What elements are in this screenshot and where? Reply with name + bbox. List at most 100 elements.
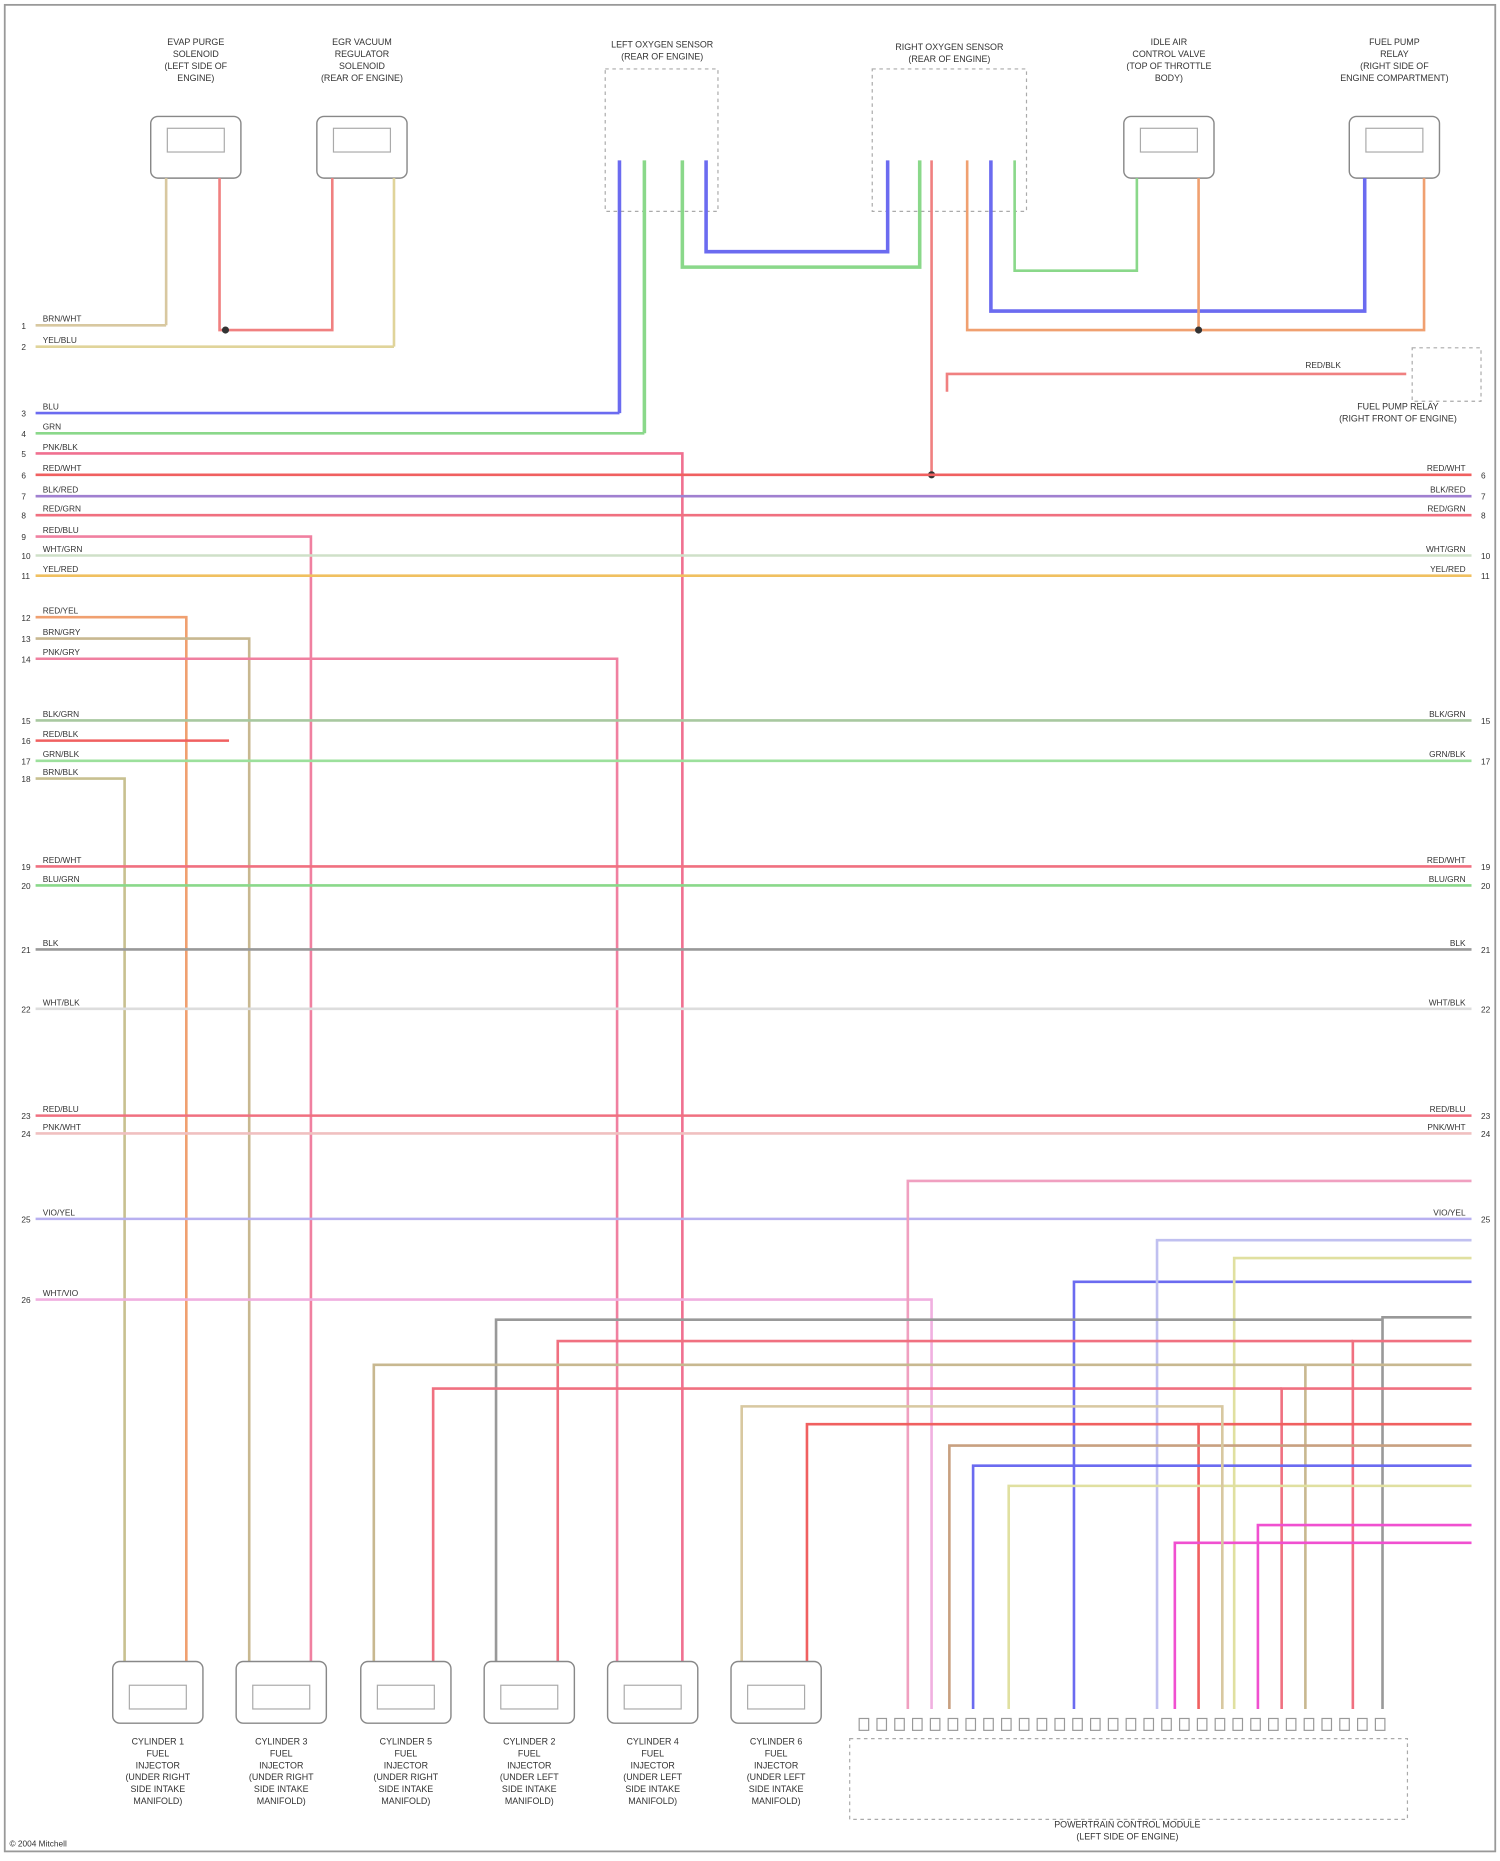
connector-body bbox=[376, 1684, 435, 1710]
wire-code: RED/GRN bbox=[1427, 504, 1465, 514]
wire-code: BLK bbox=[1450, 938, 1466, 948]
pcm-pin bbox=[1321, 1717, 1333, 1731]
pin-number: 11 bbox=[21, 571, 30, 581]
wire bbox=[1155, 1238, 1472, 1709]
pin-number: 21 bbox=[21, 945, 31, 955]
component-label: MANIFOLD) bbox=[381, 1796, 430, 1806]
component-label: LEFT OXYGEN SENSOR bbox=[611, 40, 714, 50]
pin-number: 1 bbox=[21, 321, 26, 331]
component-label: (UNDER LEFT bbox=[623, 1772, 682, 1782]
pin-number: 8 bbox=[1481, 511, 1486, 521]
wire-code: RED/YEL bbox=[43, 606, 79, 616]
connector bbox=[606, 1660, 699, 1724]
component-label: FUEL PUMP bbox=[1369, 37, 1420, 47]
component-label: INJECTOR bbox=[259, 1760, 304, 1770]
connector bbox=[235, 1660, 328, 1724]
pin-number: 19 bbox=[21, 862, 31, 872]
connector bbox=[360, 1660, 452, 1724]
pin-number: 24 bbox=[21, 1129, 31, 1139]
wire-code: GRN/BLK bbox=[43, 749, 80, 759]
pin-number: 24 bbox=[1481, 1129, 1491, 1139]
component-label: MANIFOLD) bbox=[505, 1796, 554, 1806]
pcm-pin bbox=[876, 1717, 888, 1731]
connector-body bbox=[623, 1684, 682, 1710]
wire-code: BLU bbox=[43, 402, 59, 412]
component-label: POWERTRAIN CONTROL MODULE bbox=[1054, 1820, 1200, 1830]
connector-outline bbox=[604, 68, 719, 212]
pin-number: 6 bbox=[21, 470, 26, 480]
wire-code: WHT/GRN bbox=[43, 544, 83, 554]
component-label: FUEL bbox=[765, 1748, 788, 1758]
wire-code: VIO/YEL bbox=[1433, 1207, 1466, 1217]
pin-number: 10 bbox=[21, 551, 31, 561]
wire-code: VIO/YEL bbox=[43, 1207, 76, 1217]
wire-code: RED/BLK bbox=[1305, 360, 1341, 370]
wire bbox=[35, 615, 188, 1662]
wire bbox=[35, 777, 126, 1662]
wire bbox=[1013, 160, 1139, 272]
wire-code: PNK/GRY bbox=[43, 647, 81, 657]
pin-number: 20 bbox=[1481, 881, 1491, 891]
component-label: CONTROL VALVE bbox=[1132, 49, 1205, 59]
component-label: CYLINDER 5 bbox=[380, 1737, 432, 1747]
component-label: CYLINDER 2 bbox=[503, 1737, 555, 1747]
pcm-outline bbox=[849, 1738, 1409, 1820]
component-label: SOLENOID bbox=[173, 49, 219, 59]
relay-outline bbox=[1411, 347, 1482, 402]
component-label: RELAY bbox=[1380, 49, 1409, 59]
pin-number: 23 bbox=[21, 1111, 31, 1121]
wire bbox=[218, 178, 334, 332]
component-label: CYLINDER 1 bbox=[132, 1737, 184, 1747]
wire-code: RED/BLU bbox=[43, 1104, 79, 1114]
component-label: INJECTOR bbox=[507, 1760, 552, 1770]
pcm-pin bbox=[1357, 1717, 1368, 1731]
component-label: (TOP OF THROTTLE bbox=[1126, 61, 1211, 71]
wire bbox=[372, 1363, 1306, 1662]
component-label: INJECTOR bbox=[136, 1760, 181, 1770]
pin-number: 15 bbox=[1481, 716, 1491, 726]
wire-code: YEL/BLU bbox=[43, 335, 77, 345]
wire bbox=[948, 1444, 1472, 1709]
component-label: SIDE INTAKE bbox=[502, 1784, 557, 1794]
connector-body bbox=[500, 1684, 559, 1710]
component-label: SIDE INTAKE bbox=[254, 1784, 309, 1794]
pcm-pin bbox=[1339, 1717, 1350, 1731]
wire bbox=[1173, 1541, 1472, 1709]
component-label: RIGHT OXYGEN SENSOR bbox=[895, 42, 1004, 52]
wire bbox=[431, 1387, 1282, 1662]
wire bbox=[945, 372, 1407, 392]
wire-code: RED/WHT bbox=[1427, 855, 1466, 865]
component-label: (RIGHT FRONT OF ENGINE) bbox=[1339, 413, 1457, 423]
pin-number: 13 bbox=[21, 634, 31, 644]
component-label: (UNDER RIGHT bbox=[249, 1772, 314, 1782]
pin-number: 12 bbox=[21, 613, 31, 623]
component-label: (UNDER RIGHT bbox=[125, 1772, 190, 1782]
wire-code: RED/WHT bbox=[43, 855, 82, 865]
wire bbox=[1007, 1484, 1472, 1709]
wire-code: RED/BLU bbox=[43, 525, 79, 535]
wire-code: BLU/GRN bbox=[43, 874, 80, 884]
pin-number: 26 bbox=[21, 1295, 31, 1305]
connector bbox=[316, 115, 408, 179]
wire-code: PNK/BLK bbox=[43, 442, 79, 452]
splice bbox=[1195, 326, 1203, 334]
pin-number: 17 bbox=[1481, 756, 1491, 766]
component-label: EGR VACUUM bbox=[332, 37, 392, 47]
component-label: IDLE AIR bbox=[1151, 37, 1188, 47]
component-label: (LEFT SIDE OF ENGINE) bbox=[1076, 1832, 1178, 1842]
component-label: (UNDER LEFT bbox=[500, 1772, 559, 1782]
component-label: FUEL bbox=[518, 1748, 541, 1758]
pcm-pin bbox=[1267, 1717, 1279, 1731]
pcm-pin bbox=[983, 1717, 994, 1731]
pcm-pin bbox=[1000, 1717, 1012, 1731]
pcm-pin bbox=[1107, 1717, 1119, 1731]
wire-code: RED/GRN bbox=[43, 504, 81, 514]
wire-code: WHT/BLK bbox=[43, 997, 80, 1007]
component-label: FUEL bbox=[270, 1748, 293, 1758]
component-label: FUEL PUMP RELAY bbox=[1357, 402, 1438, 412]
pcm-pin bbox=[1143, 1717, 1155, 1731]
connector-body bbox=[332, 127, 392, 153]
pin-number: 4 bbox=[21, 429, 26, 439]
